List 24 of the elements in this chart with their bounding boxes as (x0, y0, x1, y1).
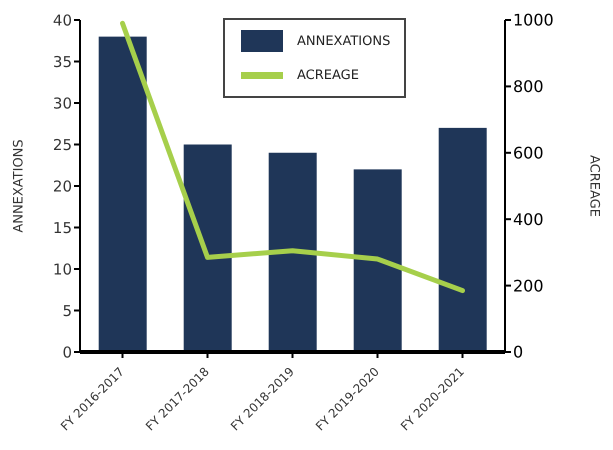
y-axis-title: ANNEXATIONS (12, 139, 27, 233)
y-tick-label: 30 (52, 94, 72, 112)
y-tick-label: 5 (62, 302, 72, 320)
y2-axis-title: ACREAGE (586, 155, 602, 217)
y2-tick-label: 0 (513, 342, 524, 362)
bar (438, 128, 487, 352)
bar (98, 36, 147, 352)
y-tick-label: 10 (52, 260, 72, 278)
y-tick-label: 35 (52, 52, 72, 71)
y2-tick-label: 200 (513, 276, 544, 296)
y-tick-label: 40 (52, 11, 72, 30)
y-tick-label: 15 (52, 218, 72, 237)
y2-tick-label: 1000 (513, 10, 554, 30)
y2-tick-label: 800 (513, 77, 544, 96)
y-tick-label: 25 (52, 136, 72, 154)
legend-label: ACREAGE (297, 68, 359, 82)
y-tick-label: 0 (62, 343, 72, 362)
bar (268, 152, 317, 352)
y2-tick-label: 600 (513, 143, 544, 162)
bar (184, 144, 232, 352)
y-tick-label: 20 (52, 177, 72, 196)
legend-label: ANNEXATIONS (297, 34, 390, 48)
y2-tick-label: 400 (513, 210, 544, 229)
bar (354, 169, 402, 352)
